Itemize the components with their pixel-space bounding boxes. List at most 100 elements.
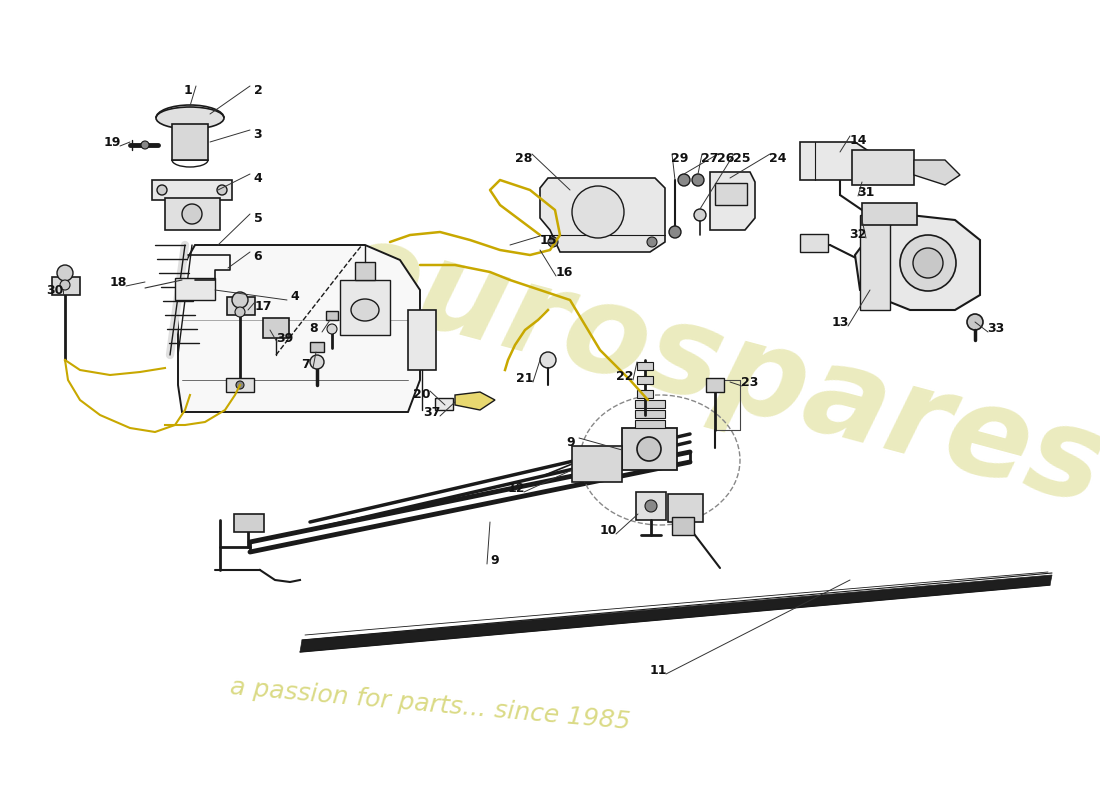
Circle shape [141, 141, 149, 149]
Bar [635, 420, 666, 428]
Polygon shape [800, 142, 870, 180]
Bar [310, 342, 324, 352]
Text: 8: 8 [310, 322, 318, 334]
Bar [52, 277, 80, 295]
Bar [852, 150, 914, 185]
Circle shape [548, 237, 558, 247]
Text: 9: 9 [491, 554, 499, 566]
Text: 29: 29 [671, 151, 689, 165]
Text: 10: 10 [600, 523, 617, 537]
Text: 39: 39 [276, 331, 294, 345]
Bar [226, 378, 254, 392]
Text: 7: 7 [300, 358, 309, 370]
Circle shape [540, 352, 556, 368]
Bar [637, 362, 653, 370]
Circle shape [692, 174, 704, 186]
Text: 15: 15 [539, 234, 557, 246]
Text: 6: 6 [254, 250, 262, 262]
Circle shape [232, 292, 248, 308]
Text: 33: 33 [988, 322, 1004, 334]
Bar [340, 280, 390, 335]
Polygon shape [540, 178, 666, 252]
Circle shape [57, 265, 73, 281]
Circle shape [678, 174, 690, 186]
Text: 27: 27 [702, 151, 718, 165]
Text: a passion for parts... since 1985: a passion for parts... since 1985 [229, 675, 631, 734]
Circle shape [572, 186, 624, 238]
Circle shape [182, 204, 202, 224]
Bar [172, 124, 208, 160]
Text: 37: 37 [424, 406, 441, 418]
Circle shape [647, 237, 657, 247]
Bar [637, 390, 653, 398]
Bar [175, 278, 214, 300]
Text: 14: 14 [849, 134, 867, 146]
Text: 23: 23 [741, 375, 759, 389]
Circle shape [235, 307, 245, 317]
Circle shape [310, 355, 324, 369]
Circle shape [967, 314, 983, 330]
Text: 1: 1 [184, 83, 192, 97]
Polygon shape [178, 245, 420, 412]
Bar [572, 446, 621, 482]
Circle shape [913, 248, 943, 278]
Text: 13: 13 [832, 315, 849, 329]
Bar [621, 428, 676, 470]
Bar [668, 494, 703, 522]
Text: 12: 12 [507, 482, 525, 494]
Polygon shape [914, 160, 960, 185]
Bar [408, 310, 436, 370]
Text: 18: 18 [109, 275, 126, 289]
Bar [636, 492, 666, 520]
Text: 11: 11 [649, 663, 667, 677]
Circle shape [669, 226, 681, 238]
Polygon shape [855, 215, 980, 310]
Text: 31: 31 [857, 186, 874, 198]
Polygon shape [300, 575, 1052, 652]
Text: 2: 2 [254, 83, 263, 97]
Bar [706, 378, 724, 392]
Circle shape [236, 381, 244, 389]
Polygon shape [710, 172, 755, 230]
Circle shape [217, 185, 227, 195]
Bar [672, 517, 694, 535]
Bar [326, 311, 338, 320]
Bar [355, 262, 375, 280]
Circle shape [327, 324, 337, 334]
Bar [263, 318, 289, 338]
Text: 4: 4 [290, 290, 299, 302]
Bar [800, 234, 828, 252]
Bar [434, 398, 453, 410]
Text: 22: 22 [616, 370, 634, 382]
Text: 16: 16 [556, 266, 573, 278]
Bar [152, 180, 232, 200]
Text: 24: 24 [769, 151, 786, 165]
Ellipse shape [351, 299, 380, 321]
Bar [635, 410, 666, 418]
Bar [637, 376, 653, 384]
Text: 30: 30 [46, 283, 64, 297]
Circle shape [60, 280, 70, 290]
Text: 26: 26 [717, 151, 735, 165]
Text: 32: 32 [849, 227, 867, 241]
Bar [862, 203, 917, 225]
Text: 5: 5 [254, 211, 263, 225]
Circle shape [157, 185, 167, 195]
Ellipse shape [156, 107, 224, 129]
Text: 21: 21 [516, 371, 534, 385]
Circle shape [637, 437, 661, 461]
Text: 25: 25 [734, 151, 750, 165]
Text: 3: 3 [254, 127, 262, 141]
Circle shape [645, 500, 657, 512]
Text: 17: 17 [254, 299, 272, 313]
Bar [860, 215, 890, 310]
Text: eurospares: eurospares [322, 210, 1100, 530]
Polygon shape [455, 392, 495, 410]
Bar [234, 514, 264, 532]
Bar [165, 198, 220, 230]
Text: 19: 19 [103, 135, 121, 149]
Text: 4: 4 [254, 171, 263, 185]
Text: 9: 9 [566, 435, 575, 449]
Circle shape [694, 209, 706, 221]
Bar [715, 183, 747, 205]
